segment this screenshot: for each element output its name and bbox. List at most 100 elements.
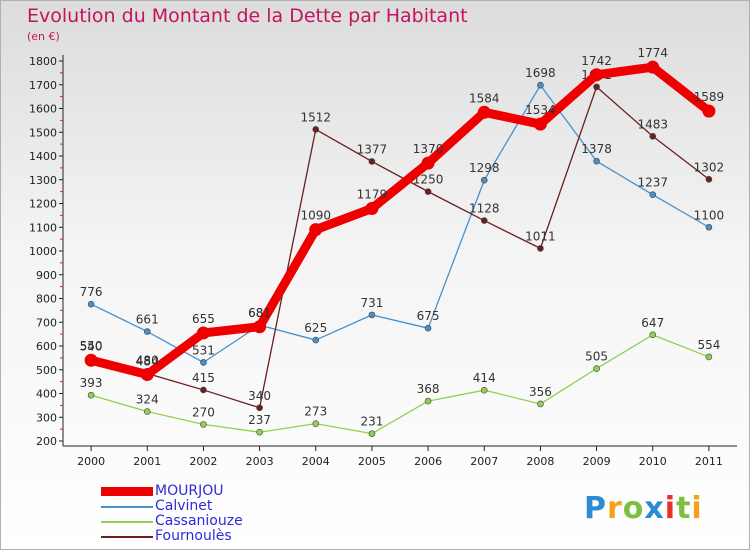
data-label-mourjou: 480 xyxy=(136,354,159,368)
series-line-calvinet xyxy=(90,84,710,364)
data-point-fournoules xyxy=(649,132,657,140)
data-point-cassaniouze xyxy=(312,420,320,427)
data-label-cassaniouze: 273 xyxy=(304,405,327,419)
y-tick-label: 1300 xyxy=(29,174,57,187)
series-line-mourjou xyxy=(86,62,714,379)
data-point-fournoules xyxy=(705,175,713,183)
data-label-fournoules: 1128 xyxy=(469,202,500,216)
data-label-cassaniouze: 414 xyxy=(473,371,496,385)
y-tick-label: 1100 xyxy=(29,221,57,234)
proxiti-logo: Proxiti xyxy=(584,491,703,526)
x-tick-label: 2006 xyxy=(414,455,442,468)
legend-swatch-fournoules xyxy=(101,536,153,538)
data-point-mourjou xyxy=(590,68,604,82)
x-tick-label: 2003 xyxy=(246,455,274,468)
data-point-fournoules xyxy=(593,83,600,91)
data-point-cassaniouze xyxy=(593,365,600,372)
y-tick-label: 1600 xyxy=(29,103,57,116)
y-tick-label: 700 xyxy=(36,316,57,329)
data-label-calvinet: 661 xyxy=(136,313,159,327)
legend-label-calvinet: Calvinet xyxy=(155,498,213,514)
data-point-calvinet xyxy=(200,359,207,366)
data-point-calvinet xyxy=(649,191,657,199)
data-label-mourjou: 1584 xyxy=(469,91,500,105)
x-tick-label: 2011 xyxy=(695,455,723,468)
y-tick-label: 1500 xyxy=(29,126,57,139)
y-tick-label: 400 xyxy=(36,388,57,401)
data-label-fournoules: 415 xyxy=(192,371,215,385)
data-label-mourjou: 681 xyxy=(248,306,271,320)
y-tick-label: 1200 xyxy=(29,198,57,211)
x-tick-label: 2001 xyxy=(133,455,161,468)
data-label-calvinet: 1100 xyxy=(694,208,725,222)
data-label-cassaniouze: 393 xyxy=(80,376,103,390)
y-tick-label: 1000 xyxy=(29,245,57,258)
data-point-cassaniouze xyxy=(537,400,544,408)
data-point-mourjou xyxy=(477,105,491,119)
logo-letter: o xyxy=(622,491,645,526)
data-point-cassaniouze xyxy=(143,408,151,415)
data-point-fournoules xyxy=(256,404,263,412)
y-tick-label: 600 xyxy=(36,340,57,353)
y-tick-label: 200 xyxy=(36,435,57,448)
data-label-calvinet: 1378 xyxy=(581,142,612,156)
data-point-fournoules xyxy=(424,188,432,195)
data-point-calvinet xyxy=(87,300,95,308)
logo-letter: x xyxy=(644,491,665,526)
data-point-mourjou xyxy=(365,201,379,215)
data-label-mourjou: 1589 xyxy=(694,90,725,104)
data-label-mourjou: 540 xyxy=(80,339,103,353)
data-label-calvinet: 1698 xyxy=(525,66,556,80)
series-line-cassaniouze xyxy=(90,334,710,435)
data-point-cassaniouze xyxy=(424,397,432,405)
data-point-cassaniouze xyxy=(256,428,263,436)
chart-unit: (en €) xyxy=(27,30,60,43)
data-label-fournoules: 1302 xyxy=(694,160,725,174)
logo-letter: i xyxy=(691,491,703,526)
x-tick-label: 2004 xyxy=(302,455,330,468)
data-label-fournoules: 1250 xyxy=(413,173,444,187)
data-label-mourjou: 1370 xyxy=(413,142,444,156)
data-point-mourjou xyxy=(196,326,210,340)
data-point-cassaniouze xyxy=(705,353,713,361)
data-label-cassaniouze: 270 xyxy=(192,405,215,419)
legend-label-mourjou: MOURJOU xyxy=(155,483,224,499)
y-tick-label: 1800 xyxy=(29,55,57,68)
data-label-cassaniouze: 554 xyxy=(697,338,720,352)
data-label-fournoules: 340 xyxy=(248,389,271,403)
x-tick-label: 2007 xyxy=(470,455,498,468)
data-label-calvinet: 1237 xyxy=(637,176,668,190)
y-tick-label: 800 xyxy=(36,293,57,306)
data-point-cassaniouze xyxy=(368,430,376,437)
data-point-fournoules xyxy=(312,126,320,133)
data-point-mourjou xyxy=(253,320,267,334)
data-point-mourjou xyxy=(421,156,435,170)
data-point-mourjou xyxy=(702,104,716,118)
y-tick-label: 1700 xyxy=(29,79,57,92)
data-point-calvinet xyxy=(312,336,320,344)
data-point-mourjou xyxy=(84,353,98,367)
data-point-calvinet xyxy=(368,311,376,319)
data-label-mourjou: 655 xyxy=(192,312,215,326)
x-tick-label: 2002 xyxy=(189,455,217,468)
legend-label-cassaniouze: Cassaniouze xyxy=(155,513,243,529)
legend-label-fournoules: Fournoulès xyxy=(155,528,232,544)
data-label-mourjou: 1742 xyxy=(581,54,612,68)
logo-letter: t xyxy=(676,491,692,526)
x-tick-label: 2000 xyxy=(77,455,105,468)
data-label-fournoules: 1011 xyxy=(525,229,556,243)
logo-letter: P xyxy=(584,491,607,526)
data-point-calvinet xyxy=(537,81,544,89)
data-point-fournoules xyxy=(200,386,207,394)
data-label-cassaniouze: 324 xyxy=(136,393,159,407)
chart-title: Evolution du Montant de la Dette par Hab… xyxy=(27,5,468,27)
y-tick-label: 500 xyxy=(36,364,57,377)
data-label-mourjou: 1179 xyxy=(357,187,388,201)
data-label-calvinet: 625 xyxy=(304,321,327,335)
data-point-calvinet xyxy=(480,176,488,184)
data-label-cassaniouze: 231 xyxy=(360,415,383,429)
data-point-mourjou xyxy=(646,60,660,74)
data-point-mourjou xyxy=(140,368,154,381)
